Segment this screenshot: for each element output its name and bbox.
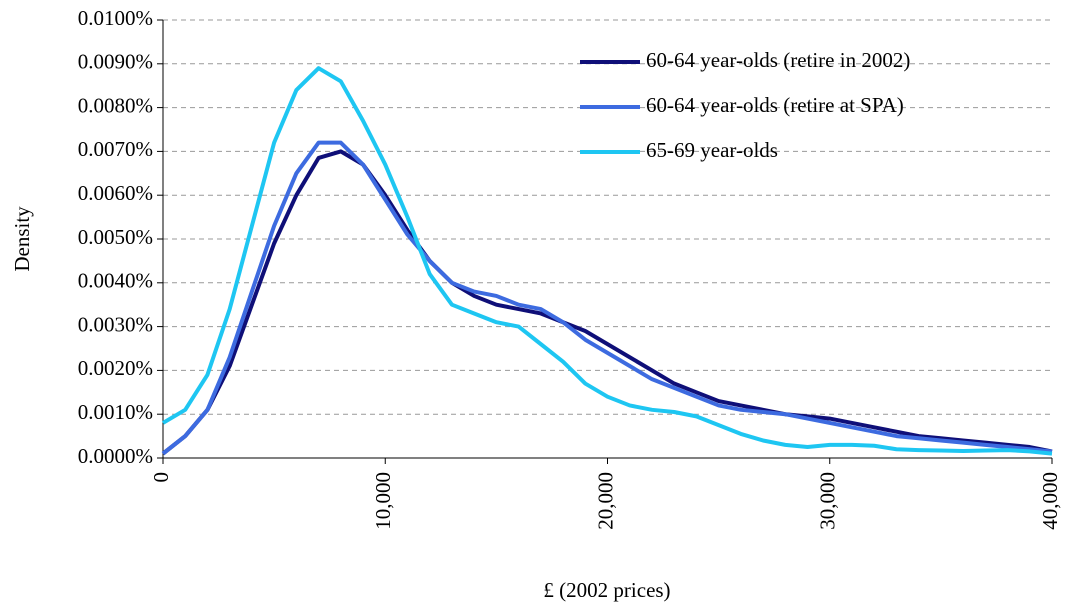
y-axis-label: Density: [10, 206, 34, 272]
y-tick-label: 0.0080%: [78, 93, 153, 117]
y-tick-label: 0.0010%: [78, 400, 153, 424]
series-line: [161, 66, 1053, 456]
y-tick-label: 0.0020%: [78, 356, 153, 380]
x-tick-label: 20,000: [593, 472, 617, 530]
x-tick-label: 10,000: [371, 472, 395, 530]
series-line: [161, 149, 1053, 456]
y-tick-label: 0.0060%: [78, 181, 153, 205]
y-tick-label: 0.0030%: [78, 312, 153, 336]
legend-label: 60-64 year-olds (retire in 2002): [646, 48, 910, 72]
x-tick-label: 30,000: [816, 472, 840, 530]
x-axis-label: £ (2002 prices): [543, 578, 670, 602]
y-tick-label: 0.0090%: [78, 50, 153, 74]
y-tick-label: 0.0040%: [78, 269, 153, 293]
series-line: [161, 140, 1053, 456]
x-tick-label: 40,000: [1038, 472, 1062, 530]
y-tick-label: 0.0100%: [78, 6, 153, 30]
y-tick-label: 0.0000%: [78, 444, 153, 468]
x-tick-label: 0: [149, 472, 173, 483]
legend-label: 60-64 year-olds (retire at SPA): [646, 93, 904, 117]
y-tick-label: 0.0070%: [78, 137, 153, 161]
y-tick-label: 0.0050%: [78, 225, 153, 249]
legend-label: 65-69 year-olds: [646, 138, 778, 162]
